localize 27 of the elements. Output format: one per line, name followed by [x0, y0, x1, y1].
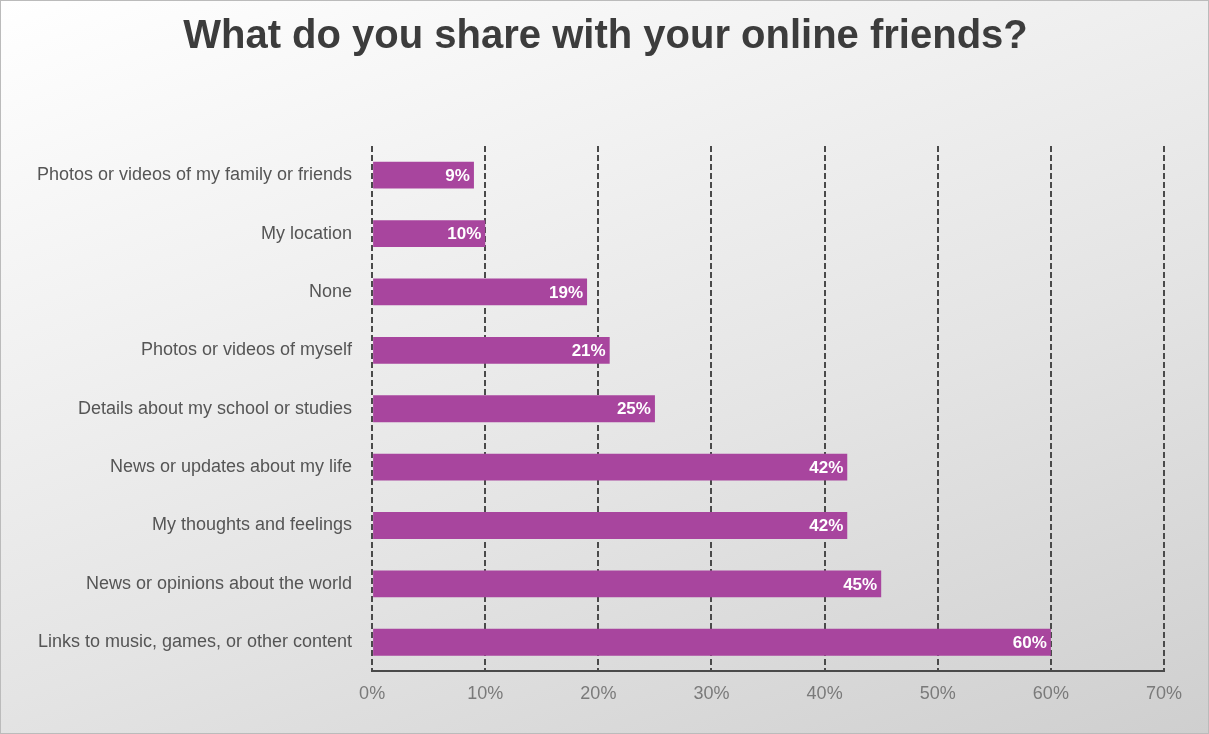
x-tick-label: 40%	[806, 683, 843, 704]
data-label: 21%	[571, 341, 606, 361]
y-tick-label: Links to music, games, or other content	[37, 631, 353, 652]
data-label: 42%	[809, 516, 844, 536]
x-tick-label: 30%	[693, 683, 730, 704]
x-tick-label: 10%	[467, 683, 504, 704]
data-label: 45%	[843, 574, 878, 594]
y-tick-label: My location	[261, 222, 353, 243]
data-label: 9%	[445, 165, 470, 185]
y-tick-label: News or updates about my life	[110, 456, 353, 477]
y-tick-label: Details about my school or studies	[77, 397, 353, 418]
y-tick-label: Photos or videos of myself	[141, 339, 354, 360]
data-label: 10%	[447, 224, 482, 244]
data-label: 42%	[809, 457, 844, 477]
x-tick-label: 50%	[919, 683, 956, 704]
y-tick-label: My thoughts and feelings	[151, 514, 353, 535]
data-label: 60%	[1012, 632, 1047, 652]
x-tick-label: 70%	[1145, 683, 1183, 704]
y-tick-label: Photos or videos of my family or friends	[37, 164, 353, 185]
x-tick-label: 0%	[359, 683, 386, 704]
x-tick-label: 60%	[1032, 683, 1069, 704]
data-label: 19%	[549, 282, 584, 302]
chart-title: What do you share with your online friends?	[183, 11, 1028, 58]
y-tick-label: None	[309, 280, 353, 301]
y-tick-label: News or opinions about the world	[85, 572, 353, 593]
x-tick-label: 20%	[580, 683, 617, 704]
data-label: 25%	[616, 399, 651, 419]
